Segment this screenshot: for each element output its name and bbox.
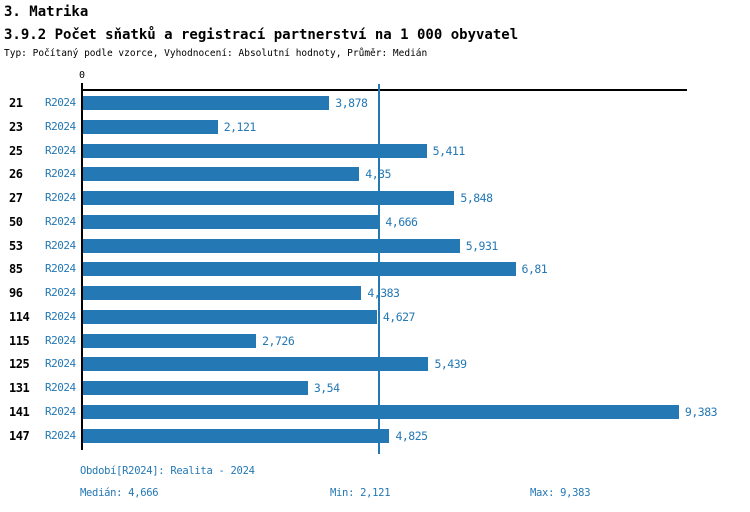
row-category-label: 50 (9, 214, 23, 229)
bar-value-label: 4,627 (382, 309, 416, 324)
chart-row: 147 R2024 4,825 (0, 428, 750, 443)
footer-period: Období[R2024]: Realita - 2024 (80, 465, 255, 477)
row-series-label: R2024 (45, 309, 76, 323)
bar[interactable] (83, 357, 429, 372)
bar-value-label: 5,848 (460, 191, 493, 205)
x-axis-line (81, 89, 687, 91)
footer-median: Medián: 4,666 (80, 487, 159, 499)
chart-row: 125 R2024 5,439 (0, 357, 750, 372)
chart-row: 26 R2024 4,35 (0, 167, 750, 182)
footer-max: Max: 9,383 (530, 487, 591, 499)
row-series-label: R2024 (45, 381, 76, 394)
bar[interactable] (83, 143, 427, 158)
bar-value-label: 2,726 (262, 333, 295, 348)
row-series-label: R2024 (45, 404, 76, 418)
chart-row: 21 R2024 3,878 (0, 96, 750, 110)
bar[interactable] (83, 262, 516, 277)
chart-row: 131 R2024 3,54 (0, 381, 750, 395)
footer-min: Min: 2,121 (330, 487, 391, 499)
row-category-label: 25 (9, 143, 23, 158)
bar[interactable] (83, 119, 218, 134)
row-series-label: R2024 (45, 428, 76, 442)
row-series-label: R2024 (45, 333, 76, 347)
row-category-label: 27 (9, 191, 23, 205)
chart-row: 27 R2024 5,848 (0, 191, 750, 205)
row-series-label: R2024 (45, 96, 76, 109)
chart-row: 53 R2024 5,931 (0, 238, 750, 253)
bar-value-label: 5,439 (434, 357, 467, 372)
bar-value-label: 5,411 (432, 143, 466, 158)
bar[interactable] (83, 428, 390, 443)
row-category-label: 85 (9, 262, 23, 277)
bar[interactable] (83, 333, 257, 348)
chart-row: 85 R2024 6,81 (0, 262, 750, 277)
page-title: 3.9.2 Počet sňatků a registrací partners… (4, 27, 519, 43)
bar-value-label: 3,878 (335, 96, 368, 110)
bar-value-label: 4,35 (365, 167, 391, 182)
row-series-label: R2024 (45, 286, 76, 299)
row-category-label: 96 (9, 286, 23, 300)
bar-value-label: 3,54 (313, 381, 340, 395)
row-series-label: R2024 (45, 191, 76, 204)
row-category-label: 23 (9, 119, 23, 134)
row-series-label: R2024 (45, 167, 76, 181)
bar-value-label: 5,931 (465, 238, 499, 253)
chart-row: 141 R2024 9,383 (0, 404, 750, 419)
chart-row: 50 R2024 4,666 (0, 214, 750, 229)
row-category-label: 131 (9, 381, 30, 395)
bar[interactable] (83, 214, 380, 229)
bar-value-label: 9,383 (684, 404, 718, 419)
row-series-label: R2024 (45, 238, 76, 252)
y-axis-line (81, 83, 83, 450)
row-category-label: 125 (9, 357, 30, 372)
chart-row: 114 R2024 4,627 (0, 309, 750, 324)
bar[interactable] (83, 96, 330, 110)
row-series-label: R2024 (45, 262, 76, 276)
row-category-label: 26 (9, 167, 23, 182)
row-category-label: 114 (9, 309, 30, 324)
row-series-label: R2024 (45, 357, 76, 371)
row-series-label: R2024 (45, 143, 76, 157)
row-category-label: 141 (9, 404, 30, 419)
chart-subtitle: Typ: Počítaný podle vzorce, Vyhodnocení:… (4, 48, 428, 59)
bar[interactable] (83, 167, 360, 182)
row-category-label: 21 (9, 96, 23, 110)
bar-value-label: 4,666 (385, 214, 418, 229)
x-axis-zero-tick-label: 0 (78, 70, 86, 81)
row-series-label: R2024 (45, 119, 76, 133)
bar-value-label: 4,383 (367, 286, 400, 300)
chart-row: 25 R2024 5,411 (0, 143, 750, 158)
bar[interactable] (83, 381, 308, 395)
row-category-label: 147 (9, 428, 30, 443)
bar-value-label: 2,121 (223, 119, 257, 134)
row-category-label: 53 (9, 238, 23, 253)
row-category-label: 115 (9, 333, 30, 348)
bar-value-label: 6,81 (521, 262, 548, 277)
bar[interactable] (83, 309, 377, 324)
row-series-label: R2024 (45, 214, 76, 228)
chart-row: 115 R2024 2,726 (0, 333, 750, 348)
bar[interactable] (83, 238, 460, 253)
bar[interactable] (83, 191, 455, 205)
chart-row: 23 R2024 2,121 (0, 119, 750, 134)
bar[interactable] (83, 404, 679, 419)
section-title: 3. Matrika (4, 4, 89, 20)
bar[interactable] (83, 286, 362, 300)
bar-value-label: 4,825 (395, 428, 428, 443)
chart-row: 96 R2024 4,383 (0, 286, 750, 300)
